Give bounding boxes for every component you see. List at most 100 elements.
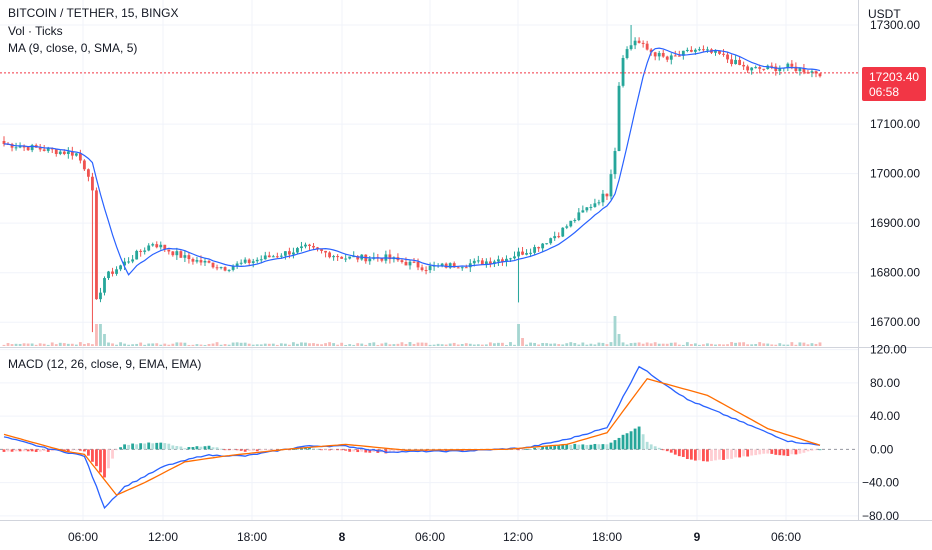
volume-bar [91,344,94,346]
histogram-bar [38,449,42,452]
histogram-bar [537,448,541,450]
histogram-bar [360,449,364,452]
volume-bar [770,344,774,346]
candle-body [187,255,191,260]
time-axis[interactable]: 06:00 12:00 18:00 8 06:00 12:00 18:00 9 06:00 [0,520,932,545]
candle-body [742,64,746,67]
candle-body [304,244,307,247]
volume-bar [649,343,653,346]
volume-bar [621,342,625,346]
price-axis[interactable]: 17300.00 17100.00 17000.00 16900.00 16800.00… [858,0,921,520]
volume-bar [581,342,585,346]
candle-body [593,203,597,207]
candle-body [790,63,794,67]
macd-legend[interactable]: MACD (12, 26, close, 9, EMA, EMA) [8,357,202,371]
candle-body [669,55,673,60]
candle-body [191,259,195,262]
volume-bar [633,342,637,346]
histogram-bar [681,449,685,457]
volume-bar [468,343,472,346]
histogram-bar [316,448,319,450]
histogram-bar [227,449,231,451]
histogram-bar [714,449,717,461]
volume-bar [810,343,814,346]
candle-body [267,255,271,258]
histogram-bar [766,449,770,454]
histogram-bar [183,448,187,450]
volume-bar [78,342,82,346]
volume-bar [103,334,106,346]
last-price-badge: 17203.40 06:58 [862,67,926,101]
histogram-bar [103,449,106,478]
histogram-bar [661,449,665,451]
histogram-bar [758,449,762,455]
volume-bar [541,342,545,346]
candle-body [26,146,30,151]
volume-bar [304,342,307,346]
volume-bar [444,344,448,346]
candle-body [480,260,484,265]
candle-body [175,251,179,256]
volume-bar [714,344,717,346]
candle-body [609,174,613,197]
volume-bar [14,343,18,346]
volume-bar [58,342,62,346]
volume-bar [790,342,794,346]
histogram-bar [243,449,247,452]
volume-bar [147,343,151,346]
volume-bar [195,344,199,346]
candle-body [806,72,810,74]
volume-bar [537,344,541,346]
volume-bar [593,344,597,346]
candle-body [589,206,593,208]
candle-body [689,49,693,52]
volume-bar [420,342,424,346]
candle-body [758,67,762,69]
histogram-bar [70,449,74,451]
candle-body [123,261,126,266]
volume-bar [782,344,786,346]
candle-body [573,220,577,222]
time-tick-label: 8 [339,530,346,544]
volume-bar [231,342,235,346]
histogram-bar [734,449,737,458]
histogram-bar [340,449,344,451]
candle-body [541,243,545,249]
candle-body [247,259,251,264]
candle-body [605,193,609,197]
macd-pane[interactable] [0,365,858,510]
volume-bar [565,343,569,346]
histogram-bar [30,449,34,452]
volume-bar [247,343,251,346]
volume-bar [159,344,163,346]
candle-body [569,220,573,227]
candle-body [585,207,589,211]
volume-bar [525,344,528,346]
candle-body [581,210,585,213]
volume-bar [223,344,227,346]
volume-bar [95,324,98,346]
candle-body [714,50,717,53]
time-tick-label: 18:00 [592,530,622,544]
volume-bar [2,344,6,346]
candle-body [677,55,681,57]
ma-legend[interactable]: MA (9, close, 0, SMA, 5) [8,41,138,55]
time-tick-label: 06:00 [68,530,98,544]
volume-bar [275,344,279,346]
volume-bar [135,343,139,346]
histogram-bar [203,446,207,450]
candle-body [99,292,102,300]
volume-bar [344,344,348,346]
symbol-title[interactable]: BITCOIN / TETHER, 15, BINGX [8,6,179,20]
volume-bar [408,342,412,346]
macd-axis[interactable]: 120.00 80.00 40.00 0.00 −40.00 −80.00 [862,343,907,523]
volume-bar [802,342,806,346]
price-pane[interactable] [0,25,858,346]
histogram-bar [14,449,18,452]
volume-legend[interactable]: Vol · Ticks [8,24,63,38]
last-price-value: 17203.40 [869,70,919,84]
candle-body [380,258,384,261]
volume-bar [806,344,810,346]
volume-bar [243,342,247,346]
